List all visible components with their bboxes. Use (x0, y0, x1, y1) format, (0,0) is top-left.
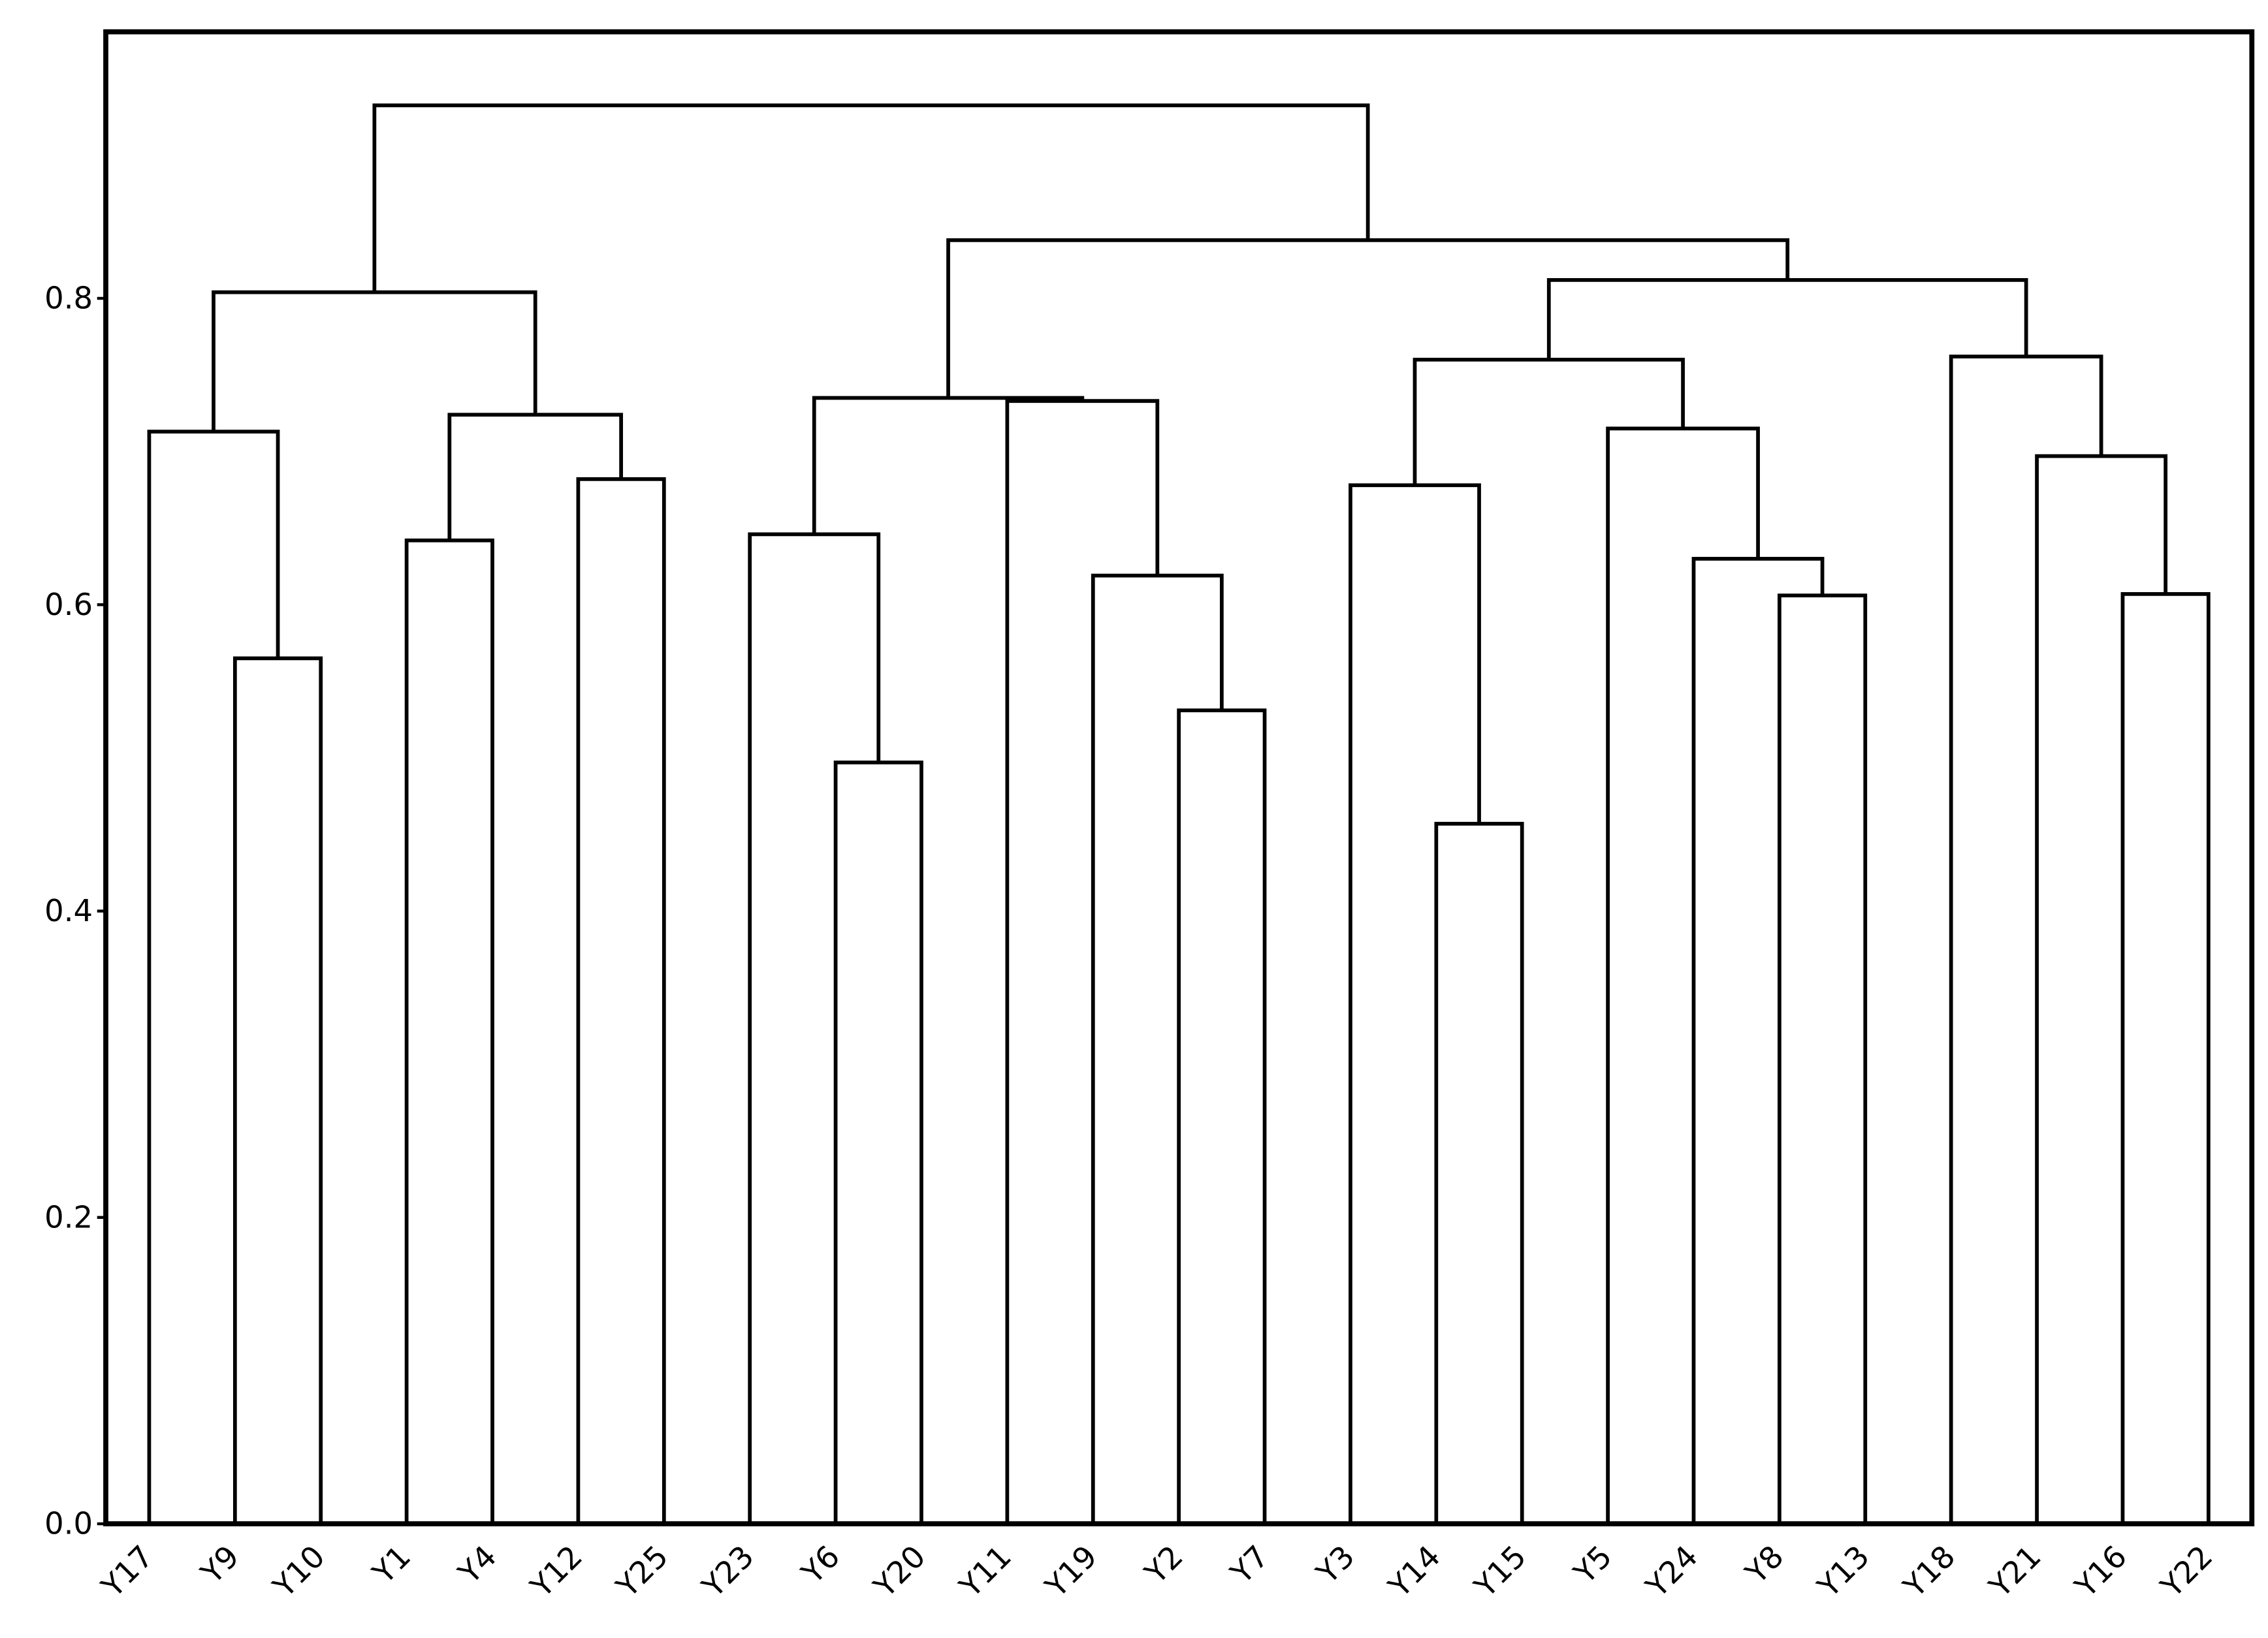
dendrogram-link (946, 238, 1790, 398)
x-tick-label: Y25 (609, 1539, 675, 1605)
x-tick-label: Y17 (94, 1539, 160, 1605)
dendrogram-link (1546, 277, 2028, 360)
dendrogram-link (2120, 591, 2211, 1524)
x-tick-label: Y18 (1896, 1539, 1962, 1605)
x-tick-label: Y13 (1810, 1539, 1876, 1605)
dendrogram-link (1434, 821, 1524, 1524)
x-tick-label: Y15 (1467, 1539, 1533, 1605)
x-tick-label: Y11 (952, 1539, 1018, 1605)
x-tick-label: Y12 (523, 1539, 589, 1605)
x-tick-label: Y4 (451, 1539, 503, 1591)
x-tick-label: Y9 (194, 1539, 246, 1591)
dendrogram-link (2035, 454, 2168, 1524)
dendrogram-link (1691, 556, 1825, 1524)
dendrogram-link (833, 761, 923, 1524)
y-tick-label: 0.0 (44, 1506, 93, 1541)
dendrogram-link (212, 290, 537, 432)
x-tick-label: Y5 (1567, 1539, 1619, 1591)
y-tick-label: 0.8 (44, 280, 93, 315)
x-tick-label: Y3 (1309, 1539, 1362, 1591)
dendrogram-link (1606, 426, 1760, 1524)
x-tick-label: Y2 (1138, 1539, 1190, 1591)
dendrogram-link (576, 477, 666, 1524)
dendrogram-link (372, 103, 1370, 292)
x-tick-label: Y24 (1638, 1539, 1704, 1605)
dendrogram-link (1005, 399, 1160, 1524)
x-tick-label: Y19 (1038, 1539, 1104, 1605)
x-tick-label: Y16 (2068, 1539, 2133, 1605)
dendrogram-link (147, 430, 280, 1524)
y-tick-label: 0.4 (44, 893, 93, 928)
dendrogram-link (1349, 483, 1481, 1524)
y-tick-label: 0.6 (44, 587, 93, 622)
x-tick-label: Y21 (1982, 1539, 2048, 1605)
dendrogram-link (404, 538, 494, 1524)
x-tick-label: Y23 (695, 1539, 761, 1605)
y-tick-label: 0.2 (44, 1199, 93, 1235)
dendrogram-link (232, 656, 323, 1524)
x-tick-label: Y20 (867, 1539, 933, 1605)
dendrogram-link (1177, 708, 1267, 1524)
x-tick-label: Y22 (2154, 1539, 2220, 1605)
dendrogram-link (748, 532, 881, 1524)
x-tick-label: Y10 (266, 1539, 332, 1605)
x-tick-label: Y14 (1381, 1539, 1447, 1605)
dendrogram-link (1091, 573, 1224, 1524)
x-tick-label: Y7 (1223, 1539, 1275, 1591)
dendrogram-link (812, 396, 1085, 535)
x-tick-label: Y6 (794, 1539, 846, 1591)
dendrogram-link (1949, 354, 2103, 1524)
x-tick-label: Y1 (365, 1539, 417, 1591)
dendrogram-link (1778, 593, 1868, 1524)
dendrogram-link (1413, 357, 1685, 486)
x-tick-label: Y8 (1738, 1539, 1791, 1591)
